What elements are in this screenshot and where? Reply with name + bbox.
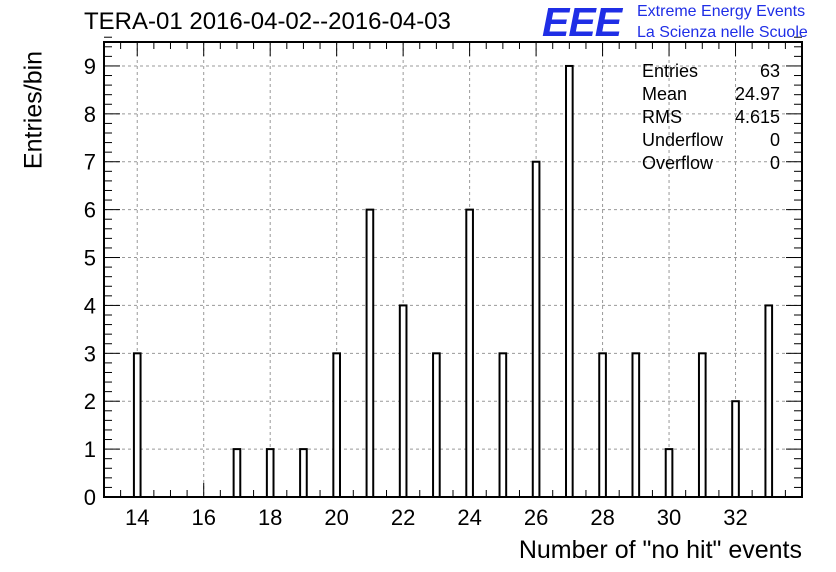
y-tick-label: 9	[84, 54, 96, 79]
histogram-bar	[332, 352, 341, 498]
stats-box: Entries 63 Mean 24.97 RMS 4.615 Underflo…	[642, 60, 780, 175]
y-tick-label: 0	[84, 485, 96, 510]
brand-line-2: La Scienza nelle Scuole	[637, 24, 808, 41]
stats-entries-label: Entries	[642, 61, 699, 81]
x-tick-label: 24	[457, 505, 481, 530]
y-tick-label: 1	[84, 437, 96, 462]
stats-rms: RMS 4.615	[642, 106, 780, 129]
chart-title: TERA-01 2016-04-02--2016-04-03	[84, 8, 451, 35]
stats-mean-value: 24.97	[734, 84, 780, 104]
x-tick-label: 30	[657, 505, 681, 530]
stats-rms-value: 4.615	[734, 107, 780, 127]
stats-mean: Mean 24.97	[642, 83, 780, 106]
x-tick-label: 20	[324, 505, 348, 530]
stats-overflow-value: 0	[769, 153, 780, 173]
plot-frame	[103, 41, 803, 498]
histogram-bar	[764, 304, 774, 498]
brand-line-1: Extreme Energy Events	[637, 3, 806, 20]
histogram-bar	[731, 400, 740, 499]
histogram-bar	[265, 448, 275, 498]
stats-underflow: Underflow 0	[642, 129, 780, 152]
histogram-bar	[432, 352, 441, 498]
x-tick-label: 32	[723, 505, 747, 530]
x-tick-label: 16	[191, 505, 215, 530]
y-axis-label: Entries/bin	[19, 50, 48, 170]
histogram-bar	[299, 448, 308, 498]
stats-underflow-value: 0	[769, 130, 780, 150]
histogram-bar	[232, 448, 242, 498]
histogram-bar	[565, 64, 574, 499]
y-tick-label: 7	[84, 150, 96, 175]
histogram-bar	[465, 208, 474, 498]
stats-underflow-label: Underflow	[642, 130, 724, 150]
stats-mean-label: Mean	[642, 84, 688, 104]
y-tick-label: 8	[84, 102, 96, 127]
y-tick-label: 4	[84, 293, 96, 318]
x-axis-label: Number of "no hit" events	[518, 536, 802, 564]
histogram-bar	[697, 352, 707, 498]
histogram-bar	[398, 304, 408, 498]
stats-entries-value: 63	[759, 61, 780, 81]
histogram-bar	[598, 352, 607, 498]
y-tick-label: 6	[84, 198, 96, 223]
stats-overflow: Overflow 0	[642, 152, 780, 175]
histogram-bar	[132, 352, 142, 498]
y-tick-label: 3	[84, 341, 96, 366]
x-tick-label: 22	[391, 505, 415, 530]
x-tick-label: 14	[125, 505, 149, 530]
histogram-bar	[664, 448, 674, 498]
eee-logo: EEE	[542, 0, 622, 45]
x-tick-label: 18	[258, 505, 282, 530]
x-tick-label: 26	[524, 505, 548, 530]
histogram-bar	[631, 352, 641, 498]
stats-overflow-label: Overflow	[642, 153, 714, 173]
x-tick-label: 28	[590, 505, 614, 530]
stats-entries: Entries 63	[642, 60, 780, 83]
stats-rms-label: RMS	[642, 107, 682, 127]
y-tick-label: 5	[84, 246, 96, 271]
histogram-bar	[498, 352, 508, 498]
histogram-bar	[531, 160, 541, 498]
histogram-bar	[365, 208, 375, 498]
y-tick-label: 2	[84, 389, 96, 414]
